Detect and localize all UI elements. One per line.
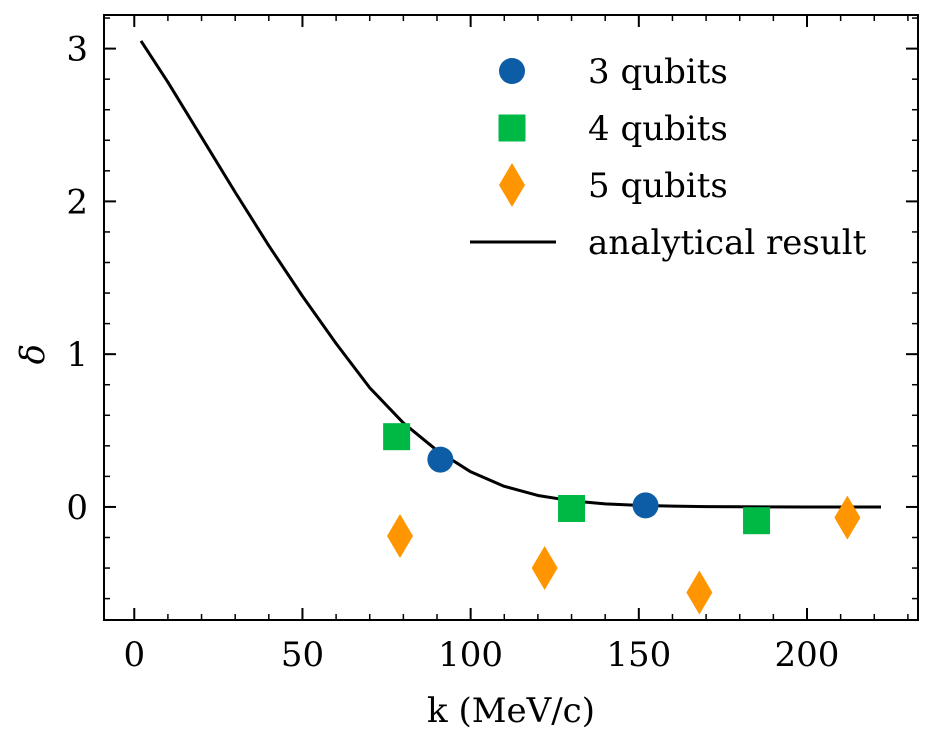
legend-label: 3 qubits [588, 52, 728, 92]
data-point-diamond [531, 546, 558, 591]
y-tick-label: 0 [66, 488, 88, 528]
x-tick-label: 50 [281, 635, 324, 675]
legend-label: analytical result [588, 223, 867, 263]
plot-frame [103, 14, 919, 621]
data-point-square [383, 423, 411, 451]
data-point-diamond [686, 570, 713, 615]
legend: 3 qubits 4 qubits 5 qubits analytical resul… [470, 52, 867, 263]
analytical-line-layer [139, 40, 881, 509]
y-tick-label: 3 [66, 30, 88, 70]
x-tick-label: 100 [438, 635, 503, 675]
marker-layer [383, 423, 861, 615]
y-tick-label: 2 [66, 182, 88, 222]
legend-symbol-diamond [499, 163, 525, 207]
x-axis-label: k (MeV/c) [427, 691, 595, 731]
data-point-square [558, 494, 586, 522]
x-tick-label: 200 [775, 635, 840, 675]
legend-label: 4 qubits [588, 109, 728, 149]
legend-symbol-square [498, 114, 526, 142]
y-axis-label: δ [13, 344, 53, 364]
axes: 0 50 100 150 200 0 1 2 3 k (MeV/c) δ [13, 14, 919, 731]
data-point-circle [427, 446, 454, 473]
data-point-diamond [834, 495, 861, 540]
x-tick-label: 0 [123, 635, 145, 675]
legend-symbol-circle [499, 58, 525, 84]
analytical-result-line [139, 40, 881, 509]
data-point-circle [632, 492, 659, 519]
legend-label: 5 qubits [588, 166, 728, 206]
y-tick-label: 1 [66, 335, 88, 375]
x-tick-label: 150 [606, 635, 671, 675]
data-point-diamond [387, 513, 413, 558]
data-point-square [743, 507, 771, 535]
